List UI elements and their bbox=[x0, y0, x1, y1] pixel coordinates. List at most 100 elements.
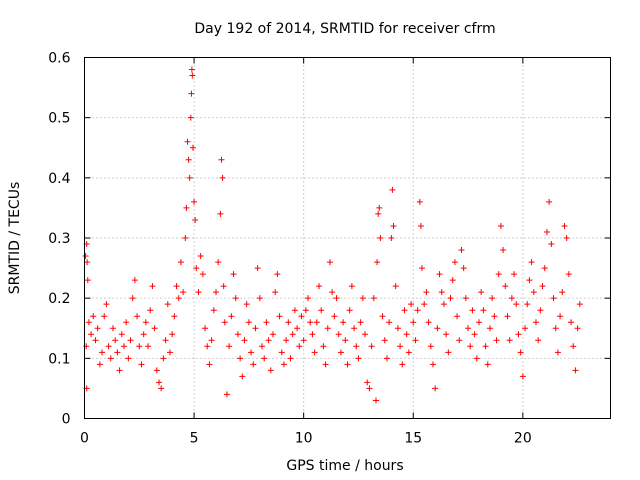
data-point bbox=[401, 307, 408, 314]
data-point bbox=[230, 271, 237, 278]
data-point bbox=[519, 373, 526, 380]
data-point bbox=[267, 367, 274, 374]
data-point bbox=[153, 367, 160, 374]
data-point bbox=[557, 313, 564, 320]
data-point bbox=[188, 66, 195, 73]
data-point bbox=[386, 319, 393, 326]
data-point bbox=[243, 301, 250, 308]
data-point bbox=[191, 198, 198, 205]
data-point bbox=[291, 307, 298, 314]
data-point bbox=[204, 343, 211, 350]
data-point bbox=[476, 319, 482, 326]
data-point bbox=[136, 343, 143, 350]
data-point bbox=[149, 283, 156, 290]
data-point bbox=[287, 355, 294, 362]
data-point bbox=[410, 319, 417, 326]
data-point bbox=[473, 355, 480, 362]
data-point bbox=[114, 349, 121, 356]
data-point bbox=[526, 277, 533, 284]
data-point bbox=[94, 325, 101, 332]
data-point bbox=[357, 319, 364, 326]
data-point bbox=[197, 253, 204, 260]
data-point bbox=[305, 295, 312, 302]
data-point bbox=[272, 289, 279, 296]
data-point bbox=[138, 361, 145, 368]
data-point bbox=[186, 174, 193, 181]
y-tick-label: 0.2 bbox=[48, 291, 70, 307]
x-axis-label: GPS time / hours bbox=[286, 458, 403, 474]
data-point bbox=[417, 222, 424, 229]
data-point bbox=[506, 337, 513, 344]
data-point bbox=[129, 295, 136, 302]
data-point bbox=[524, 301, 531, 308]
data-point bbox=[234, 331, 241, 338]
data-point bbox=[208, 337, 215, 344]
data-point bbox=[522, 325, 529, 332]
data-point bbox=[342, 337, 349, 344]
data-point bbox=[372, 397, 379, 404]
data-point bbox=[217, 210, 224, 217]
data-point bbox=[177, 259, 184, 266]
data-point bbox=[429, 361, 436, 368]
data-point bbox=[162, 337, 169, 344]
data-point bbox=[245, 319, 252, 326]
data-point bbox=[283, 337, 290, 344]
x-tick-label: 20 bbox=[514, 431, 532, 447]
data-point bbox=[320, 343, 327, 350]
data-point bbox=[237, 355, 244, 362]
axis-ticks bbox=[84, 57, 611, 419]
data-point bbox=[511, 271, 518, 278]
data-point bbox=[96, 361, 103, 368]
data-point bbox=[381, 337, 388, 344]
y-tick-label: 0.5 bbox=[48, 111, 70, 127]
data-point bbox=[408, 301, 415, 308]
data-point bbox=[528, 259, 535, 266]
data-point bbox=[127, 337, 134, 344]
data-point bbox=[103, 301, 110, 308]
data-point bbox=[543, 228, 550, 235]
data-point bbox=[421, 301, 428, 308]
data-point bbox=[298, 313, 305, 320]
data-point bbox=[454, 313, 461, 320]
data-point bbox=[515, 331, 522, 338]
data-point bbox=[374, 259, 381, 266]
data-point bbox=[160, 355, 167, 362]
data-point bbox=[263, 319, 270, 326]
grid bbox=[84, 57, 611, 419]
data-point bbox=[471, 331, 478, 338]
data-point bbox=[486, 325, 493, 332]
data-point bbox=[329, 289, 336, 296]
data-point bbox=[300, 337, 307, 344]
data-point bbox=[252, 325, 259, 332]
data-point bbox=[239, 373, 246, 380]
y-tick-label: 0.3 bbox=[48, 231, 70, 247]
data-point bbox=[274, 271, 281, 278]
data-point bbox=[182, 235, 189, 241]
data-point bbox=[265, 337, 272, 344]
data-point bbox=[552, 325, 559, 332]
data-point bbox=[232, 295, 239, 302]
data-point bbox=[500, 247, 507, 254]
data-point bbox=[185, 156, 192, 163]
data-point bbox=[537, 307, 544, 314]
data-point bbox=[554, 349, 561, 356]
data-point bbox=[443, 331, 450, 338]
data-point bbox=[261, 355, 268, 362]
data-point bbox=[419, 265, 426, 272]
data-point bbox=[449, 277, 456, 284]
data-point bbox=[504, 313, 511, 320]
data-point bbox=[388, 235, 395, 241]
data-point bbox=[390, 222, 397, 229]
data-point bbox=[397, 343, 404, 350]
data-point bbox=[219, 174, 226, 181]
data-point bbox=[326, 259, 333, 266]
data-point bbox=[532, 319, 539, 326]
data-point bbox=[405, 349, 412, 356]
data-point bbox=[425, 319, 432, 326]
data-point bbox=[572, 367, 579, 374]
data-point bbox=[256, 295, 263, 302]
data-point bbox=[199, 271, 206, 278]
data-point bbox=[250, 361, 257, 368]
y-axis-label: SRMTID / TECUs bbox=[7, 182, 23, 295]
